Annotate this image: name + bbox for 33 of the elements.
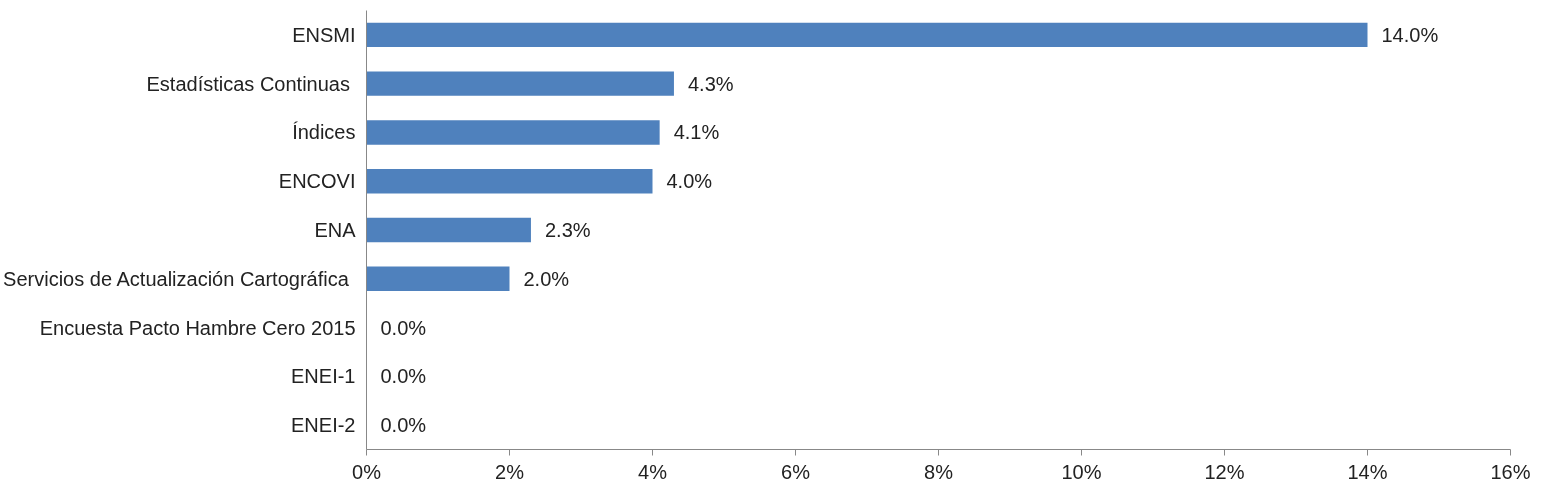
x-tick-label: 2% <box>495 460 525 483</box>
y-tick-label: ENEI-1 <box>291 365 356 388</box>
bar <box>366 217 531 243</box>
data-label: 2.3% <box>544 219 591 241</box>
bar <box>366 71 674 96</box>
data-label: 0.0% <box>380 316 427 339</box>
y-tick-label: ENA <box>314 219 357 241</box>
y-tick-label: Encuesta Pacto Hambre Cero 2015 <box>39 316 356 339</box>
bar <box>366 22 1368 48</box>
x-tick-label: 12% <box>1204 460 1245 483</box>
data-label: 0.0% <box>380 365 427 388</box>
y-tick-label: Servicios de Actualización Cartográfica <box>3 267 350 290</box>
x-tick-label: 16% <box>1490 460 1531 483</box>
y-tick-label: Estadísticas Continuas <box>146 72 350 95</box>
x-tick-label: 6% <box>781 460 811 483</box>
data-label: 2.0% <box>523 267 570 290</box>
data-label: 0.0% <box>380 414 427 437</box>
data-label: 14.0% <box>1381 23 1439 46</box>
x-tick-label: 4% <box>638 460 668 483</box>
bar <box>366 169 653 194</box>
x-tick-label: 10% <box>1061 460 1102 483</box>
x-tick-label: 8% <box>924 460 954 483</box>
bar <box>366 266 510 291</box>
x-tick-label: 0% <box>352 460 382 483</box>
bar <box>366 120 660 145</box>
x-tick-label: 14% <box>1347 460 1388 483</box>
data-label: 4.3% <box>687 72 734 95</box>
y-tick-label: ENEI-2 <box>291 414 356 437</box>
y-tick-label: ENCOVI <box>278 170 356 193</box>
y-tick-label: Índices <box>292 121 356 144</box>
data-label: 4.0% <box>666 170 713 193</box>
y-tick-label: ENSMI <box>292 23 356 46</box>
data-label: 4.1% <box>673 121 720 144</box>
